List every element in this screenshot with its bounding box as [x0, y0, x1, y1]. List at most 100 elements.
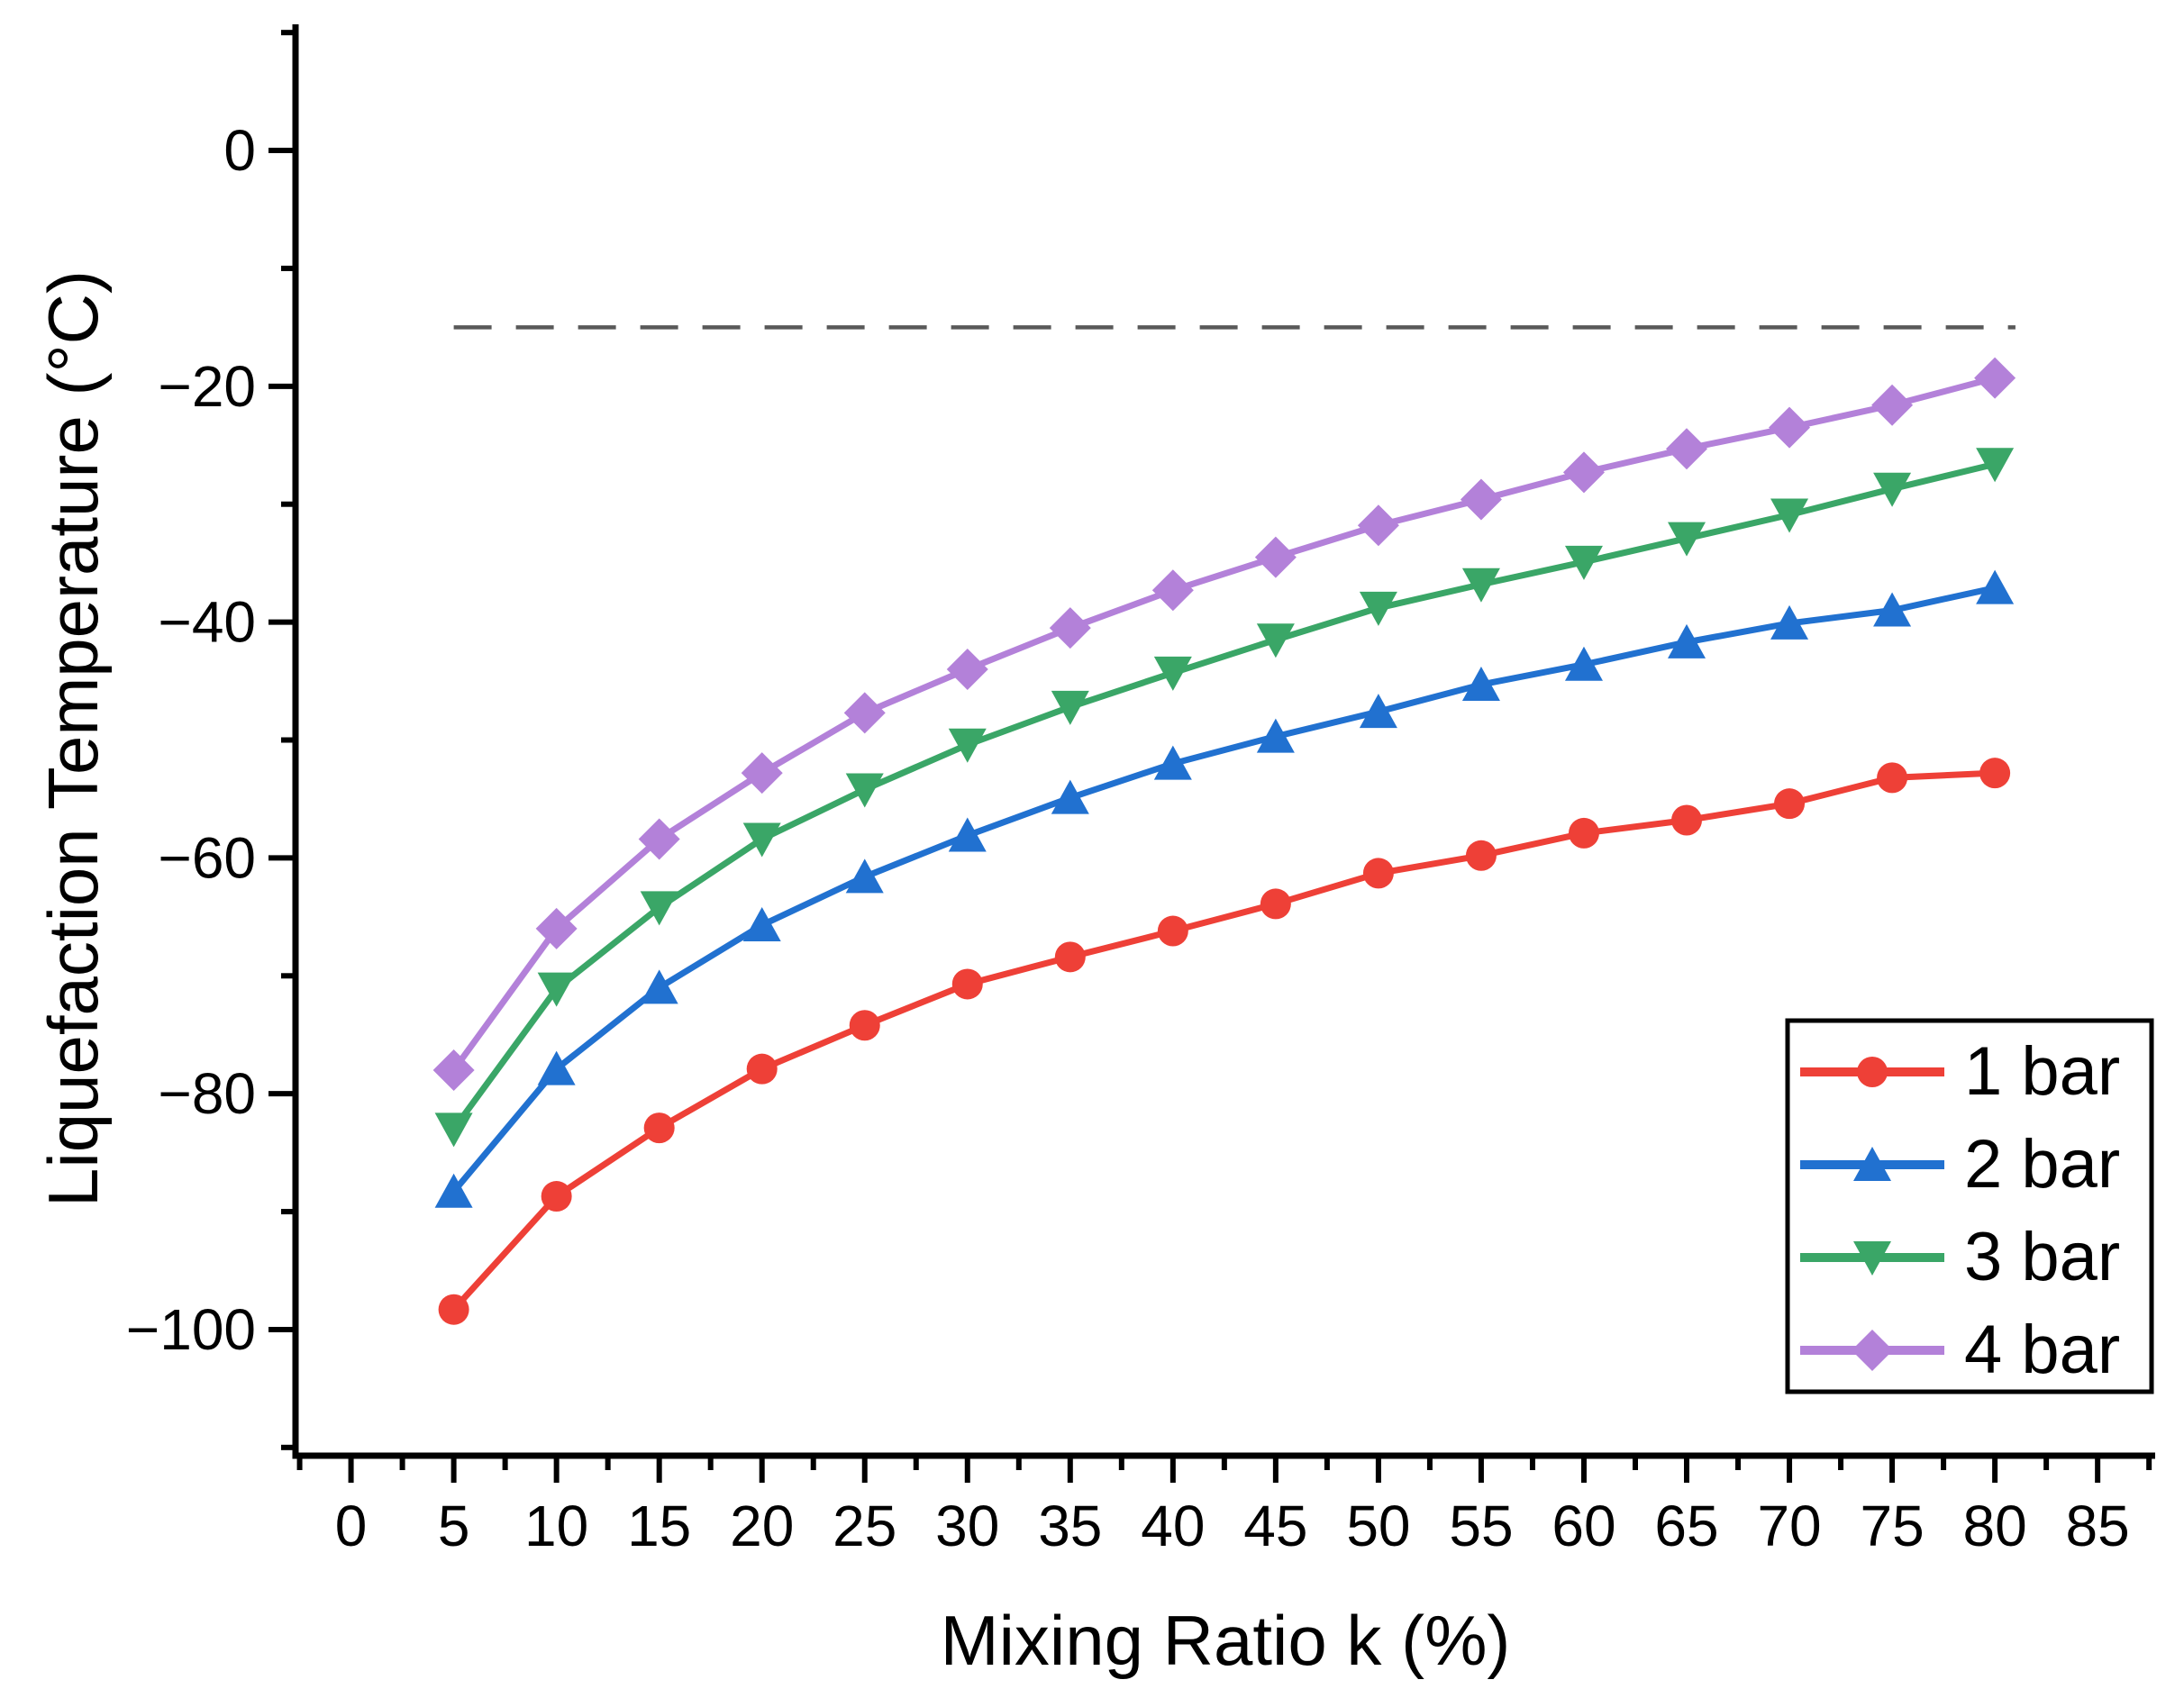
- data-point-marker: [434, 1173, 473, 1208]
- data-point-marker: [1853, 1147, 1891, 1181]
- data-point-marker: [640, 891, 678, 926]
- data-point-marker: [948, 728, 987, 763]
- data-point-marker: [1051, 779, 1089, 814]
- data-point-marker: [1770, 498, 1809, 533]
- x-tick-label: 60: [1552, 1494, 1615, 1558]
- x-tick-label: 80: [1963, 1494, 2027, 1558]
- data-point-marker: [1460, 478, 1502, 521]
- data-point-marker: [1465, 840, 1497, 871]
- x-axis-title: Mixing Ratio k (%): [941, 1601, 1511, 1680]
- legend-samples: [1800, 1057, 1944, 1371]
- y-tick-label: −20: [158, 354, 256, 419]
- data-point-marker: [1461, 666, 1500, 701]
- data-point-marker: [1256, 623, 1295, 658]
- y-tick-label: 0: [223, 118, 256, 183]
- x-tick-label: 35: [1038, 1494, 1102, 1558]
- series-3-bar: [434, 448, 2015, 1148]
- data-point-marker: [1357, 504, 1399, 547]
- data-point-marker: [1774, 788, 1806, 820]
- data-point-marker: [1564, 545, 1603, 580]
- data-point-marker: [1770, 604, 1809, 640]
- legend: 1 bar 2 bar 3 bar 4 bar: [1785, 1018, 2154, 1394]
- data-point-marker: [742, 822, 781, 858]
- legend-item-2-bar: [1800, 1147, 1944, 1181]
- data-point-marker: [946, 648, 988, 690]
- data-point-marker: [1568, 817, 1599, 849]
- data-point-marker: [432, 1049, 475, 1091]
- legend-box: [1785, 1018, 2154, 1394]
- data-point-marker: [1668, 623, 1706, 658]
- data-point-marker: [1153, 656, 1192, 691]
- series-line: [450, 585, 1996, 1194]
- series-line: [451, 769, 1996, 1312]
- data-point-marker: [746, 1053, 778, 1085]
- legend-item-1-bar: [1800, 1057, 1944, 1087]
- data-point-marker: [535, 907, 578, 949]
- data-point-marker: [1151, 569, 1194, 612]
- data-point-marker: [434, 1112, 473, 1148]
- data-point-marker: [1871, 384, 1914, 426]
- series-line: [450, 375, 1997, 1073]
- data-point-marker: [1260, 888, 1291, 920]
- data-point-marker: [1362, 858, 1394, 889]
- x-tick-label: 50: [1346, 1494, 1410, 1558]
- series-line: [450, 460, 1996, 1131]
- x-tick-label: 45: [1243, 1494, 1307, 1558]
- x-tick-label: 75: [1860, 1494, 1924, 1558]
- data-point-marker: [1857, 1057, 1888, 1087]
- data-point-marker: [1666, 428, 1708, 470]
- data-point-marker: [1976, 448, 2015, 483]
- data-point-marker: [1877, 762, 1908, 794]
- data-point-marker: [640, 969, 678, 1004]
- data-point-marker: [1049, 607, 1091, 649]
- data-point-marker: [1359, 591, 1397, 626]
- data-point-marker: [541, 1181, 572, 1212]
- data-point-marker: [1157, 915, 1188, 947]
- data-point-marker: [1256, 718, 1295, 753]
- data-point-marker: [1671, 804, 1703, 836]
- legend-label-3bar: 3 bar: [1964, 1219, 2120, 1295]
- data-point-marker: [1051, 690, 1089, 725]
- data-point-marker: [845, 773, 884, 808]
- data-point-marker: [1769, 406, 1811, 449]
- data-point-marker: [1852, 1330, 1893, 1371]
- data-point-marker: [438, 1294, 469, 1325]
- data-point-marker: [1562, 451, 1605, 494]
- data-point-marker: [1564, 646, 1603, 681]
- data-point-marker: [1254, 536, 1297, 578]
- data-point-marker: [843, 692, 886, 734]
- legend-item-4-bar: [1800, 1330, 1944, 1371]
- y-tick-label: −80: [158, 1061, 256, 1126]
- x-tick-label: 0: [335, 1494, 368, 1558]
- y-tick-label: −60: [158, 825, 256, 890]
- legend-item-3-bar: [1800, 1241, 1944, 1276]
- x-tick-label: 85: [2066, 1494, 2130, 1558]
- x-tick-label: 15: [627, 1494, 691, 1558]
- axis-frame: [292, 24, 2155, 1459]
- x-tick-label: 10: [524, 1494, 588, 1558]
- x-tick-label: 20: [730, 1494, 794, 1558]
- x-tick-label: 25: [833, 1494, 896, 1558]
- data-point-marker: [1873, 592, 1912, 627]
- x-tick-label: 5: [438, 1494, 470, 1558]
- y-axis-title: Liquefaction Temperature (°C): [33, 270, 113, 1207]
- data-point-marker: [638, 818, 680, 860]
- data-point-marker: [537, 972, 576, 1007]
- series-2-bar: [434, 569, 2015, 1208]
- series-4-bar: [432, 357, 2016, 1091]
- data-point-marker: [741, 752, 783, 795]
- x-tick-label: 70: [1757, 1494, 1821, 1558]
- data-point-marker: [1153, 745, 1192, 780]
- data-point-marker: [1873, 472, 1912, 507]
- data-point-marker: [1979, 758, 2011, 789]
- data-point-marker: [1668, 522, 1706, 557]
- data-point-marker: [1461, 568, 1500, 603]
- x-tick-label: 40: [1141, 1494, 1205, 1558]
- data-point-marker: [1853, 1241, 1891, 1276]
- data-point-marker: [948, 817, 987, 852]
- x-tick-label: 65: [1654, 1494, 1718, 1558]
- y-tick-label: −100: [126, 1297, 256, 1362]
- data-point-marker: [643, 1112, 675, 1144]
- plot-area: 0 5 10 15 20 25 30 35 40 45 50 55 60 65 70 75 80 85 0 −20 −4…: [126, 24, 2155, 1558]
